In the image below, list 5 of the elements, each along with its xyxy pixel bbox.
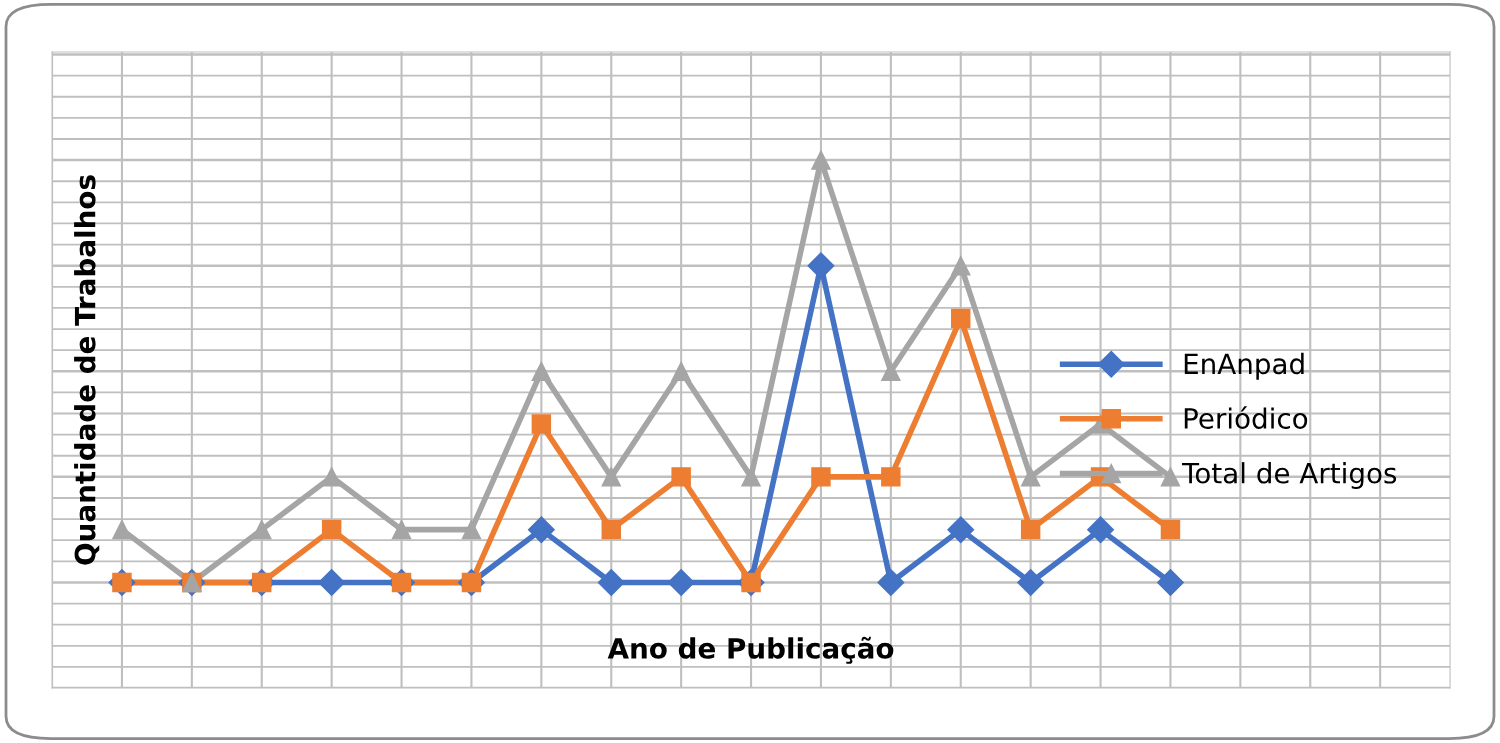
legend-label: Total de Artigos	[1182, 462, 1397, 489]
legend-label: Periódico	[1184, 406, 1308, 429]
x-axis-title: Ano de Publicação	[607, 636, 894, 664]
legend-label: EnAnpad	[1184, 352, 1304, 380]
y-axis-title: Quantidade de Trabalhos	[74, 175, 100, 565]
